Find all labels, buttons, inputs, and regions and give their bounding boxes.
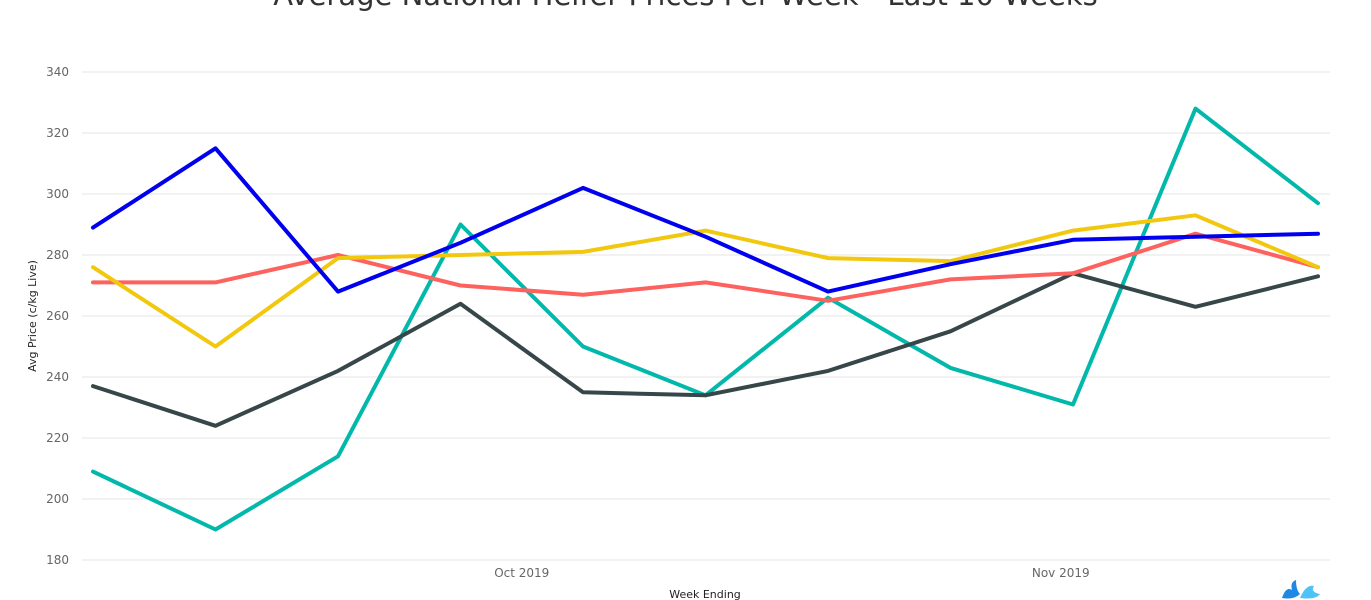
bird-logo-icon [1282, 580, 1320, 599]
y-tick-label: 200 [46, 492, 69, 506]
y-tick-label: 300 [46, 187, 69, 201]
y-tick-label: 220 [46, 431, 69, 445]
x-tick-label: Oct 2019 [494, 566, 549, 580]
y-axis-ticks: 180 200 220 240 260 280 300 320 340 [46, 65, 69, 567]
series-line-1[interactable] [91, 106, 1320, 532]
y-axis-title: Avg Price (c/kg Live) [26, 260, 39, 372]
y-tick-label: 260 [46, 309, 69, 323]
x-axis-ticks: Oct 2019 Nov 2019 [494, 566, 1089, 580]
y-tick-label: 180 [46, 553, 69, 567]
x-axis-title: Week Ending [669, 588, 741, 600]
y-tick-label: 280 [46, 248, 69, 262]
series-line-2[interactable] [91, 271, 1320, 428]
grid [82, 71, 1330, 561]
series-line-3[interactable] [91, 231, 1320, 303]
series-line-5[interactable] [91, 146, 1320, 294]
chart-title: Average National Heifer Prices Per Week … [0, 0, 1371, 12]
series-lines [91, 106, 1320, 532]
x-tick-label: Nov 2019 [1032, 566, 1090, 580]
series-line-4[interactable] [91, 213, 1320, 349]
y-tick-label: 340 [46, 65, 69, 79]
y-tick-label: 240 [46, 370, 69, 384]
y-tick-label: 320 [46, 126, 69, 140]
